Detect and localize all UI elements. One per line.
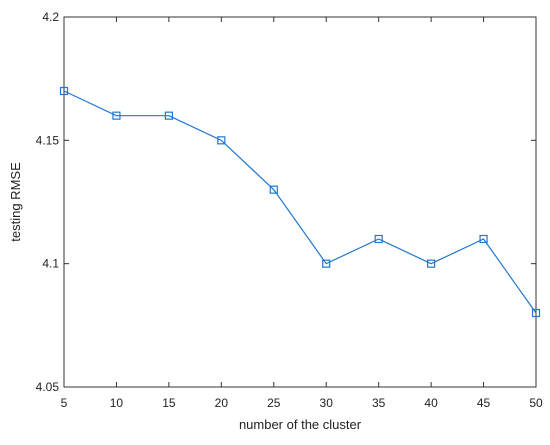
- x-tick-label: 50: [529, 396, 543, 410]
- data-point-marker: [269, 185, 278, 194]
- data-point-marker: [479, 234, 488, 244]
- data-point-marker: [112, 111, 121, 120]
- tick-group: 5 10 15 20 25 30 35 40 45 50 4.05 4.1 4.15 4.2: [36, 10, 543, 410]
- data-point-marker: [322, 259, 331, 268]
- x-tick-label: 30: [320, 396, 334, 410]
- data-point-marker: [217, 136, 226, 145]
- x-tick-label: 10: [110, 396, 124, 410]
- series-lines: [63, 90, 537, 314]
- plot-area: [63, 16, 537, 388]
- data-point-marker: [374, 234, 383, 244]
- x-axis-label: number of the cluster: [239, 417, 362, 432]
- y-tick-label: 4.1: [42, 257, 59, 271]
- series-markers: [59, 86, 541, 318]
- y-tick-label: 4.15: [36, 133, 60, 147]
- series-line-0: [63, 90, 537, 314]
- y-tick-label: 4.2: [42, 10, 59, 24]
- data-point-marker: [164, 111, 173, 120]
- x-tick-label: 45: [477, 396, 491, 410]
- data-point-marker: [531, 308, 541, 318]
- y-tick-label: 4.05: [36, 380, 60, 394]
- x-tick-label: 20: [215, 396, 229, 410]
- y-axis-label: testing RMSE: [8, 162, 23, 242]
- data-point-marker: [427, 259, 436, 268]
- x-tick-label: 35: [372, 396, 386, 410]
- x-tick-label: 5: [61, 396, 68, 410]
- x-tick-label: 15: [162, 396, 176, 410]
- data-point-marker: [59, 86, 69, 96]
- x-tick-label: 40: [424, 396, 438, 410]
- x-tick-label: 25: [267, 396, 281, 410]
